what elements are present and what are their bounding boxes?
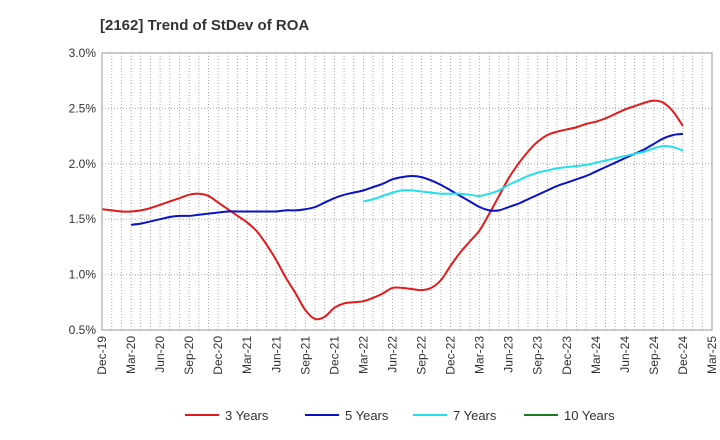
- x-tick-label: Mar-23: [473, 336, 487, 374]
- y-tick-label: 1.0%: [69, 268, 97, 282]
- y-tick-label: 2.5%: [69, 101, 97, 115]
- x-tick-label: Dec-22: [444, 336, 458, 375]
- legend-label: 5 Years: [345, 408, 389, 423]
- x-tick-label: Dec-19: [95, 336, 109, 375]
- x-tick-label: Sep-22: [415, 336, 429, 375]
- y-tick-label: 2.0%: [69, 157, 97, 171]
- legend-label: 7 Years: [453, 408, 497, 423]
- x-tick-label: Sep-20: [182, 336, 196, 375]
- x-tick-label: Dec-21: [327, 336, 341, 375]
- x-axis-ticks: Dec-19 Mar-20 Jun-20 Sep-20 Dec-20 Mar-21 Jun-…: [95, 336, 719, 375]
- x-tick-label: Jun-21: [269, 336, 283, 373]
- x-tick-label: Jun-24: [618, 336, 632, 373]
- x-tick-label: Sep-23: [531, 336, 545, 375]
- legend-label: 10 Years: [564, 408, 615, 423]
- y-tick-label: 3.0%: [69, 46, 97, 60]
- y-axis-ticks: 0.5% 1.0% 1.5% 2.0% 2.5% 3.0%: [69, 46, 97, 337]
- plot-frame: [101, 52, 713, 331]
- x-tick-label: Dec-24: [676, 336, 690, 375]
- legend: 3 Years 5 Years 7 Years 10 Years: [185, 408, 615, 423]
- x-tick-label: Jun-22: [385, 336, 399, 373]
- x-tick-label: Sep-24: [647, 336, 661, 375]
- x-tick-label: Mar-21: [240, 336, 254, 374]
- x-tick-label: Mar-20: [124, 336, 138, 374]
- x-tick-label: Jun-20: [153, 336, 167, 373]
- x-tick-label: Sep-21: [298, 336, 312, 375]
- series-line-7-years: [363, 145, 684, 203]
- x-tick-label: Dec-23: [560, 336, 574, 375]
- legend-label: 3 Years: [225, 408, 269, 423]
- series-line-5-years: [130, 132, 684, 226]
- series-line-3-years: [101, 99, 684, 321]
- x-tick-label: Dec-20: [211, 336, 225, 375]
- x-tick-label: Mar-25: [705, 336, 719, 374]
- chart-title: [2162] Trend of StDev of ROA: [100, 17, 309, 34]
- y-tick-label: 0.5%: [69, 323, 97, 337]
- x-tick-label: Jun-23: [502, 336, 516, 373]
- series-lines: [101, 99, 684, 321]
- x-tick-label: Mar-22: [356, 336, 370, 374]
- y-tick-label: 1.5%: [69, 212, 97, 226]
- x-tick-label: Mar-24: [589, 336, 603, 374]
